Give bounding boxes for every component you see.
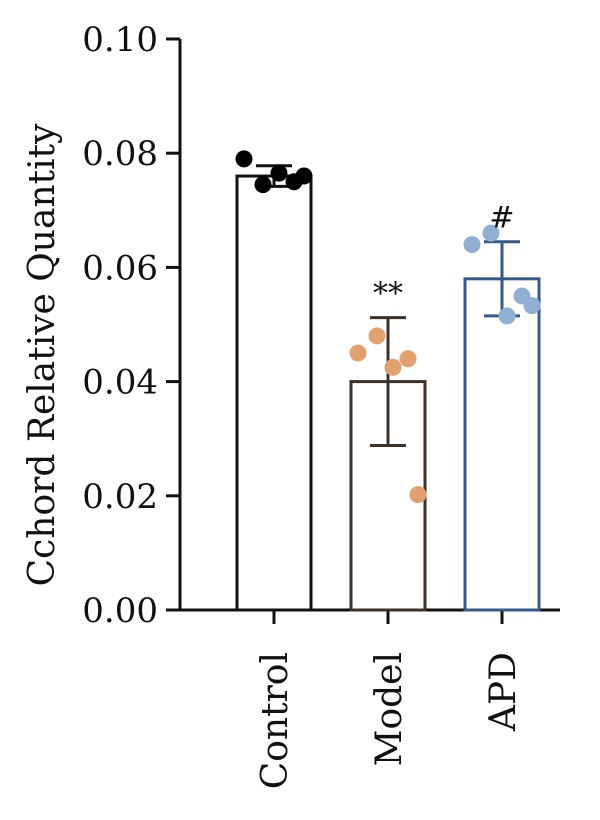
y-tick-label-1: 0.02: [82, 477, 158, 517]
y-axis-title: Cchord Relative Quantity: [22, 123, 63, 587]
x-tick-label-model: Model: [369, 652, 410, 766]
data-points: [235, 150, 541, 504]
x-tick-label-control: Control: [255, 652, 296, 789]
significance-marker-apd: #: [489, 201, 514, 236]
data-point-apd: [523, 297, 541, 315]
error-bar-model: [370, 316, 406, 448]
data-point-model: [399, 350, 417, 368]
data-point-model: [368, 327, 386, 345]
data-point-model: [409, 486, 427, 504]
y-tick-label-2: 0.04: [82, 363, 158, 403]
data-point-apd: [498, 307, 516, 325]
y-tick-label-4: 0.08: [82, 134, 158, 174]
bar-apd: [463, 277, 541, 612]
bar-control: [235, 174, 313, 612]
significance-marker-model: **: [373, 277, 403, 312]
x-axis: Control Model APD: [180, 608, 560, 789]
data-point-control: [235, 150, 253, 168]
x-tick-label-apd: APD: [483, 652, 524, 732]
data-point-control: [270, 164, 288, 182]
y-axis: 0.00 0.02 0.04 0.06 0.08 0.10: [82, 20, 182, 631]
data-point-apd: [463, 236, 481, 254]
data-point-control: [254, 176, 272, 194]
data-point-model: [384, 358, 402, 376]
data-point-model: [349, 344, 367, 362]
y-tick-label-5: 0.10: [82, 20, 158, 60]
data-point-control: [295, 167, 313, 185]
y-tick-label-0: 0.00: [82, 591, 158, 631]
significance-markers: ** #: [373, 201, 515, 312]
y-tick-label-3: 0.06: [82, 248, 158, 288]
data-point-apd: [482, 224, 500, 242]
